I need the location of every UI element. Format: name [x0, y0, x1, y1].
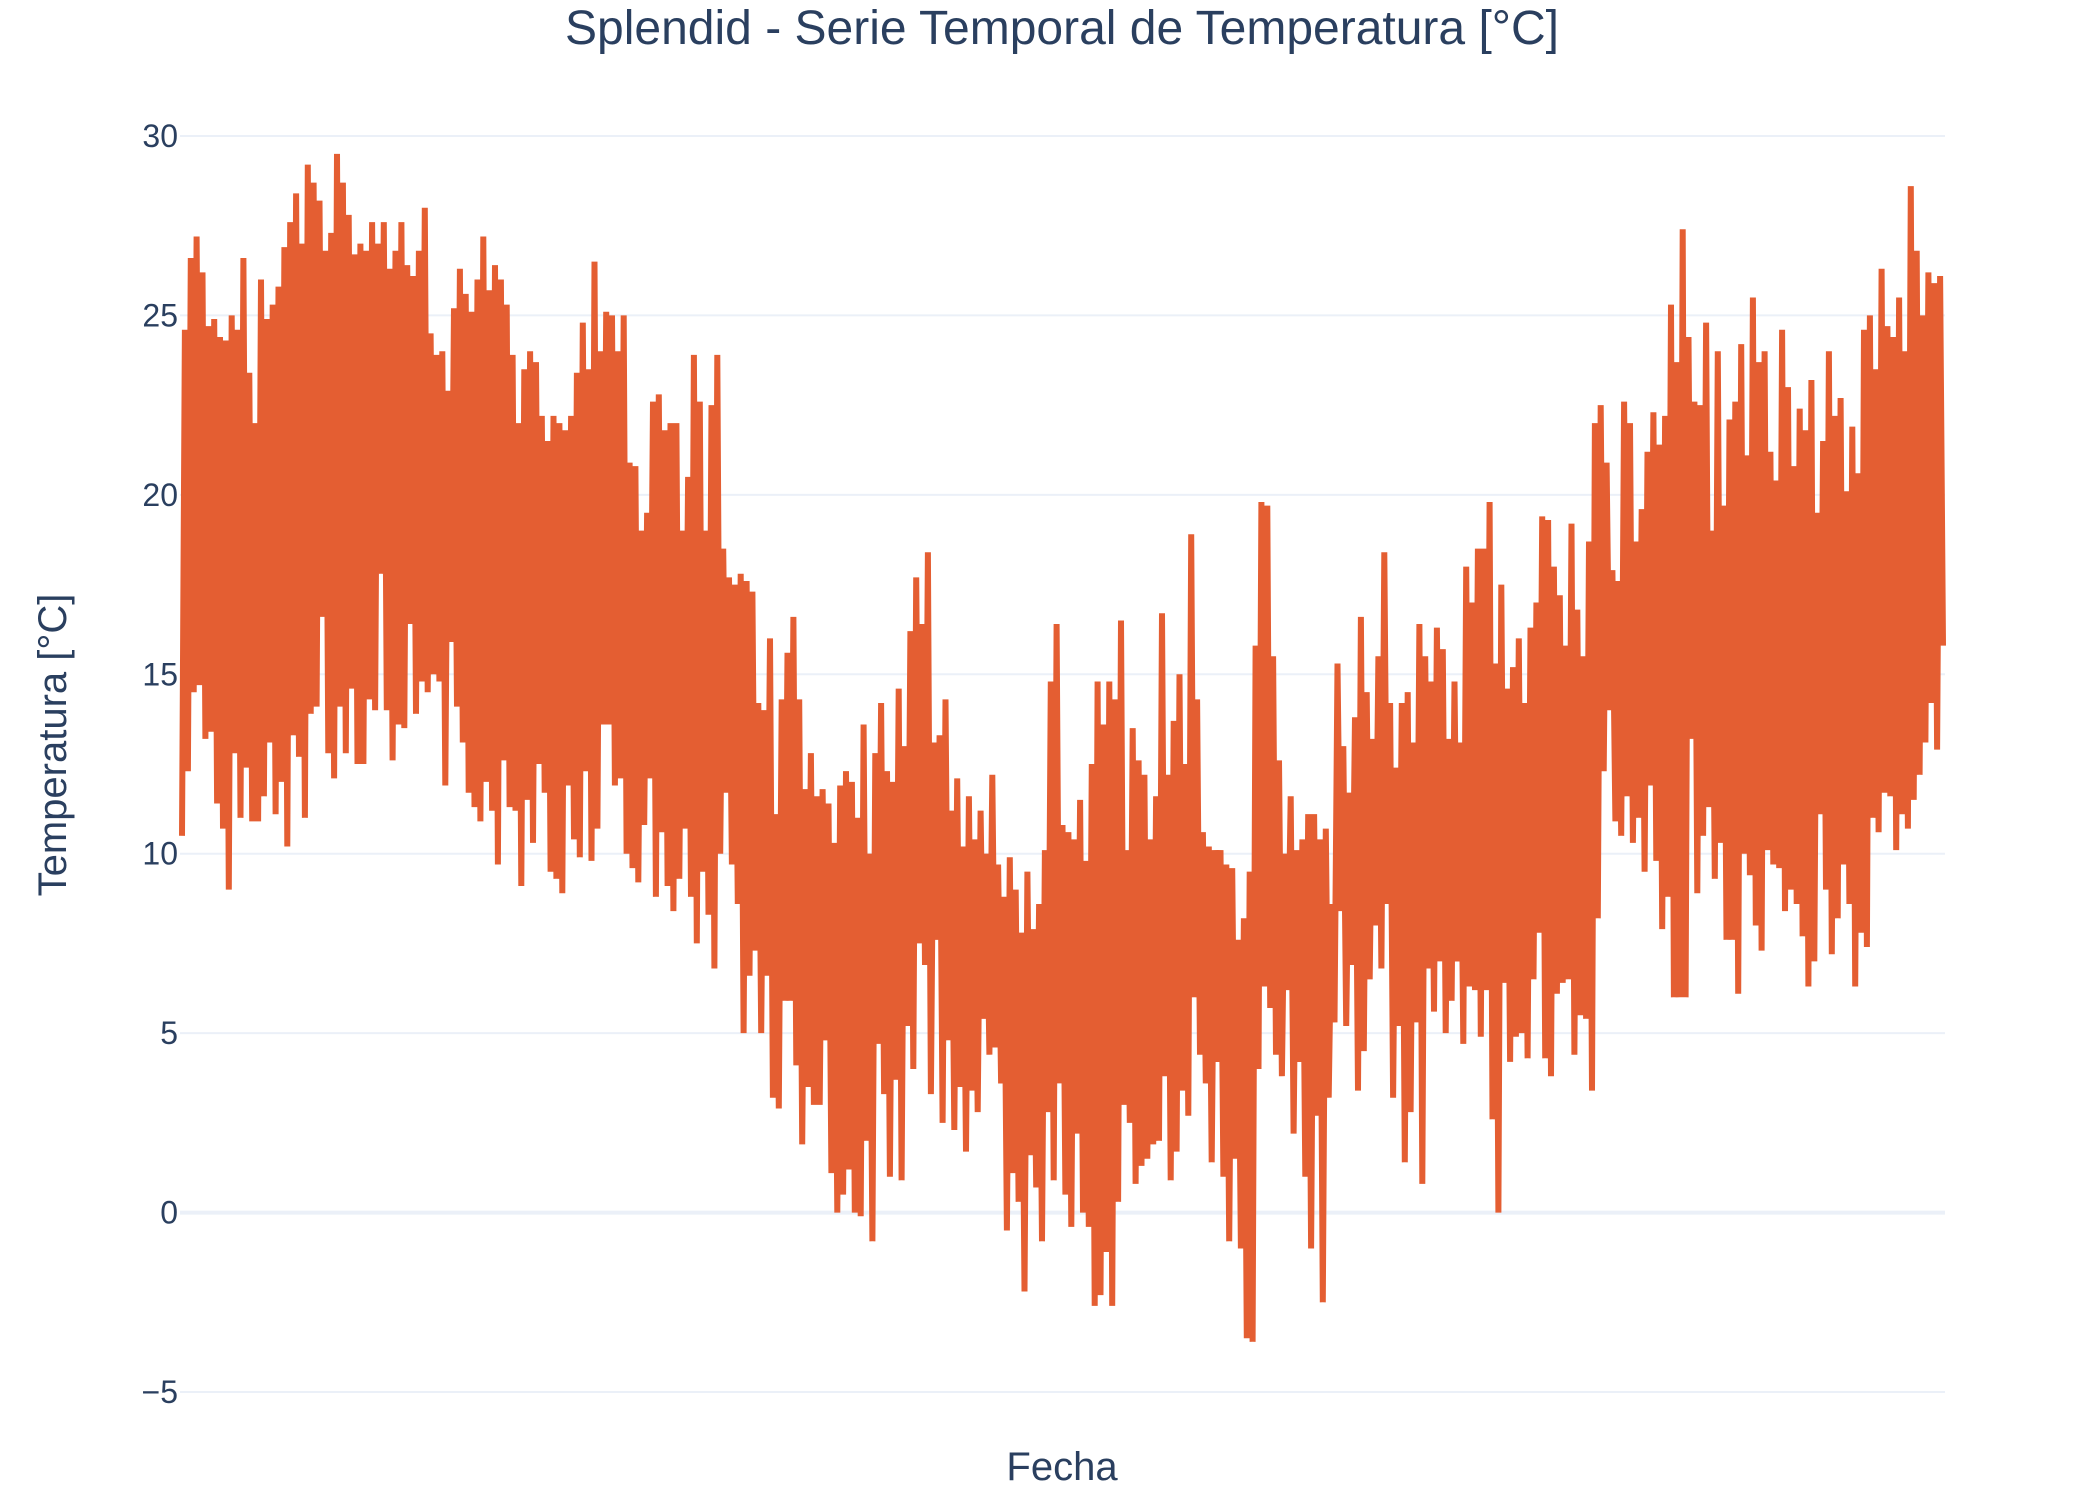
plot-area — [179, 153, 1946, 1342]
y-axis-ticks: 30 25 20 15 10 5 0 −5 — [142, 118, 178, 1410]
y-tick-label: 25 — [142, 297, 178, 333]
y-tick-label: 0 — [160, 1195, 178, 1231]
series-line — [179, 153, 1946, 1342]
y-tick-label: 5 — [160, 1015, 178, 1051]
y-tick-label: 10 — [142, 836, 178, 872]
y-tick-label: 30 — [142, 118, 178, 154]
y-tick-label: 20 — [142, 477, 178, 513]
y-tick-label: 15 — [142, 656, 178, 692]
y-tick-label: −5 — [142, 1374, 178, 1410]
chart-title: Splendid - Serie Temporal de Temperatura… — [565, 2, 1559, 55]
y-axis-title: Temperatura [°C] — [31, 594, 75, 897]
x-axis-title: Fecha — [1006, 1445, 1118, 1489]
